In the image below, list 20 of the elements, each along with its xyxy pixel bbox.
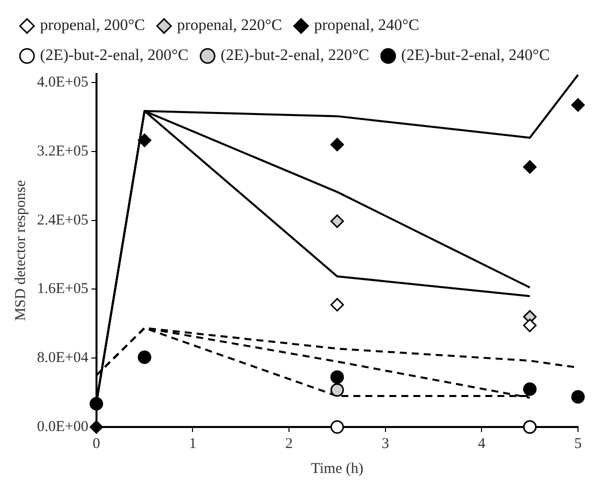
legend-label: (2E)-but-2-enal, 240°C [401, 47, 550, 64]
x-tick-label: 4 [478, 436, 486, 452]
y-axis-title: MSD detector response [12, 180, 29, 321]
y-tick-label: 2.4E+05 [36, 212, 88, 228]
x-tick-label: 5 [574, 436, 582, 452]
y-tick-label: 1.6E+05 [36, 281, 88, 298]
y-tick-label: 8.0E+04 [36, 350, 89, 366]
x-axis-title: Time (h) [311, 460, 364, 477]
x-tick-label: 1 [188, 436, 196, 452]
legend-label: (2E)-but-2-enal, 220°C [220, 47, 370, 64]
x-tick-label: 3 [382, 436, 390, 452]
y-tick-label: 0.0E+00 [36, 418, 88, 435]
x-tick-label: 0 [92, 436, 100, 452]
legend-label: (2E)-but-2-enal, 200°C [40, 47, 189, 64]
legend-label: propenal, 240°C [314, 17, 420, 34]
legend-label: propenal, 220°C [177, 17, 282, 34]
y-tick-label: 3.2E+05 [36, 143, 88, 160]
legend-label: propenal, 200°C [40, 17, 146, 34]
y-tick-label: 4.0E+05 [36, 74, 88, 91]
x-tick-label: 2 [285, 436, 293, 452]
